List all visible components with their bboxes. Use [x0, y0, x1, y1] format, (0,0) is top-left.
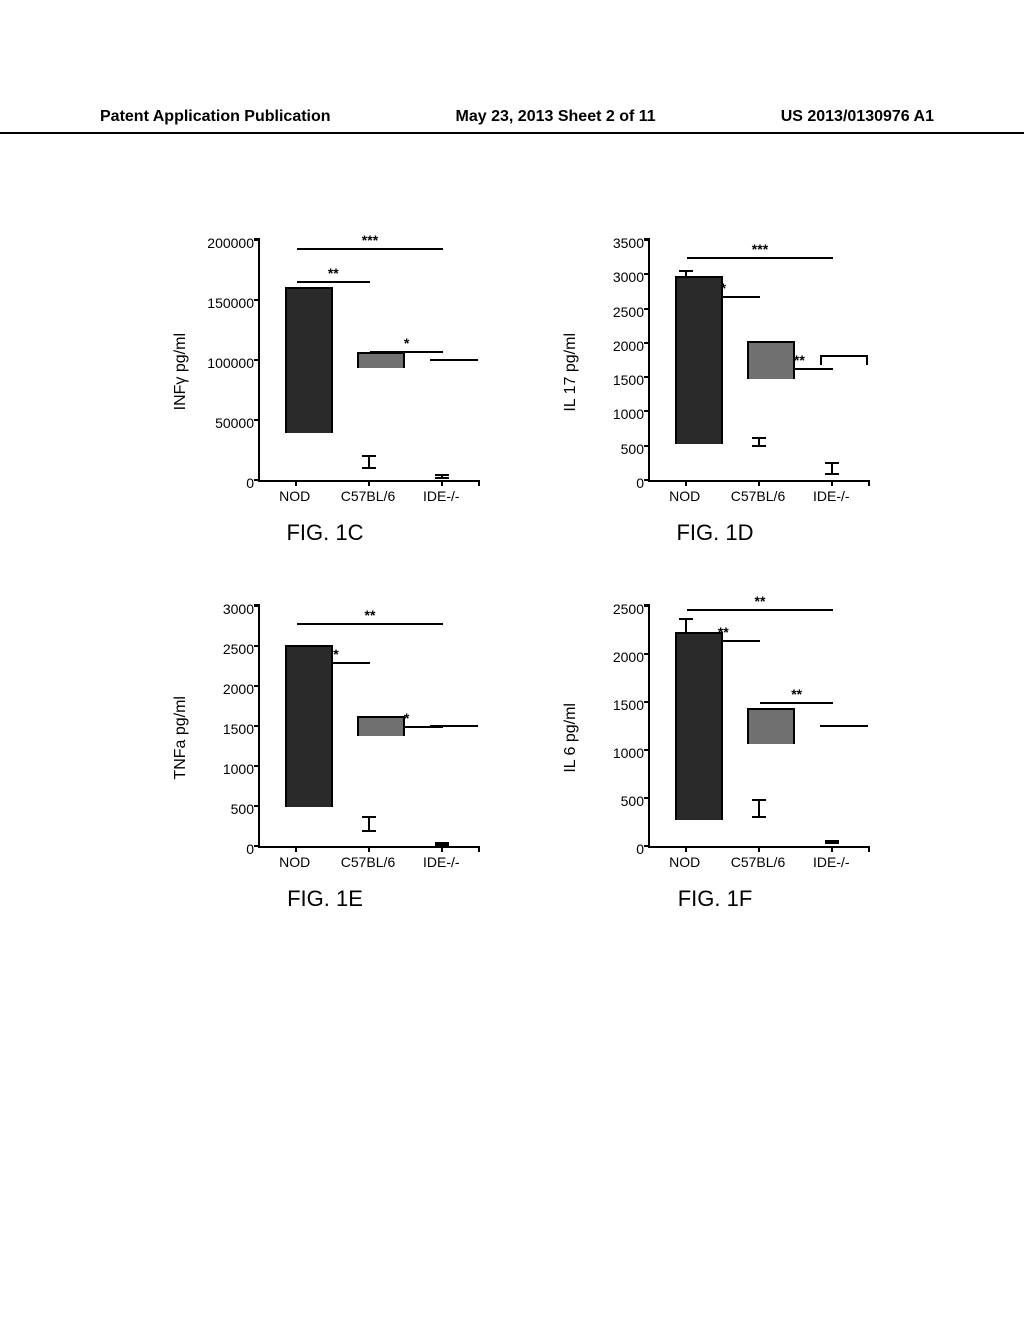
y-tick-label: 500: [231, 801, 254, 817]
x-tick-label: C57BL/6: [331, 488, 404, 504]
y-tick-label: 1500: [613, 697, 644, 713]
header-center: May 23, 2013 Sheet 2 of 11: [456, 108, 656, 126]
y-tick-label: 100000: [207, 355, 254, 371]
chart-panel-c: INFγ pg/ml050000100000150000200000******…: [160, 240, 490, 546]
figure-caption: FIG. 1C: [286, 520, 363, 546]
bar-C57BL/6: [357, 716, 405, 737]
bar-IDE-/-: [430, 359, 478, 361]
figure-caption: FIG. 1E: [287, 886, 363, 912]
x-tick-label: IDE-/-: [405, 488, 478, 504]
charts-grid: INFγ pg/ml050000100000150000200000******…: [160, 240, 880, 912]
x-tick-label: IDE-/-: [795, 854, 868, 870]
bar-NOD: [675, 276, 723, 444]
bar-C57BL/6: [747, 341, 795, 378]
y-tick-label: 1500: [223, 721, 254, 737]
bar-NOD: [675, 632, 723, 820]
bar-IDE-/-: [820, 355, 868, 365]
y-tick-label: 1500: [613, 372, 644, 388]
y-tick-label: 0: [246, 841, 254, 857]
page-header: Patent Application Publication May 23, 2…: [0, 108, 1024, 134]
y-tick-label: 2500: [223, 641, 254, 657]
x-tick-label: IDE-/-: [405, 854, 478, 870]
y-tick-label: 0: [246, 475, 254, 491]
x-tick-label: NOD: [648, 854, 721, 870]
y-axis-label: IL 17 pg/ml: [562, 333, 580, 412]
x-tick-label: IDE-/-: [795, 488, 868, 504]
x-tick-label: NOD: [258, 854, 331, 870]
y-tick-label: 2000: [613, 338, 644, 354]
bar-IDE-/-: [430, 725, 478, 727]
x-tick-label: C57BL/6: [331, 854, 404, 870]
y-tick-label: 0: [636, 475, 644, 491]
x-tick-label: C57BL/6: [721, 488, 794, 504]
header-right: US 2013/0130976 A1: [781, 108, 934, 126]
x-tick-label: NOD: [648, 488, 721, 504]
figure-caption: FIG. 1D: [676, 520, 753, 546]
y-tick-label: 1000: [613, 406, 644, 422]
plot-area: ******: [648, 606, 868, 846]
bar-C57BL/6: [747, 708, 795, 744]
y-tick-label: 2500: [613, 304, 644, 320]
chart-panel-d: IL 17 pg/ml0500100015002000250030003500*…: [550, 240, 880, 546]
x-axis: NODC57BL/6IDE-/-: [648, 846, 868, 870]
y-tick-label: 3500: [613, 235, 644, 251]
y-tick-label: 200000: [207, 235, 254, 251]
chart-panel-f: IL 6 pg/ml05001000150020002500******NODC…: [550, 606, 880, 912]
header-left: Patent Application Publication: [100, 108, 331, 126]
x-axis: NODC57BL/6IDE-/-: [648, 480, 868, 504]
x-tick-label: NOD: [258, 488, 331, 504]
figure-caption: FIG. 1F: [678, 886, 753, 912]
y-axis-label: TNFa pg/ml: [172, 696, 190, 780]
chart-panel-e: TNFa pg/ml050010001500200025003000*****N…: [160, 606, 490, 912]
y-tick-label: 2500: [613, 601, 644, 617]
y-tick-label: 1000: [613, 745, 644, 761]
plot-area: ******: [258, 240, 478, 480]
y-tick-label: 1000: [223, 761, 254, 777]
y-tick-label: 0: [636, 841, 644, 857]
plot-area: *******: [648, 240, 868, 480]
x-axis: NODC57BL/6IDE-/-: [258, 480, 478, 504]
y-tick-label: 150000: [207, 295, 254, 311]
x-tick-label: C57BL/6: [721, 854, 794, 870]
bar-NOD: [285, 287, 333, 433]
y-tick-label: 2000: [223, 681, 254, 697]
y-tick-label: 500: [621, 793, 644, 809]
y-tick-label: 2000: [613, 649, 644, 665]
bar-NOD: [285, 645, 333, 807]
bar-C57BL/6: [357, 352, 405, 369]
x-axis: NODC57BL/6IDE-/-: [258, 846, 478, 870]
y-tick-label: 50000: [215, 415, 254, 431]
y-tick-label: 500: [621, 441, 644, 457]
y-tick-label: 3000: [223, 601, 254, 617]
y-axis-label: INFγ pg/ml: [172, 333, 190, 410]
plot-area: *****: [258, 606, 478, 846]
bar-IDE-/-: [820, 725, 868, 728]
y-tick-label: 3000: [613, 269, 644, 285]
y-axis-label: IL 6 pg/ml: [562, 703, 580, 773]
